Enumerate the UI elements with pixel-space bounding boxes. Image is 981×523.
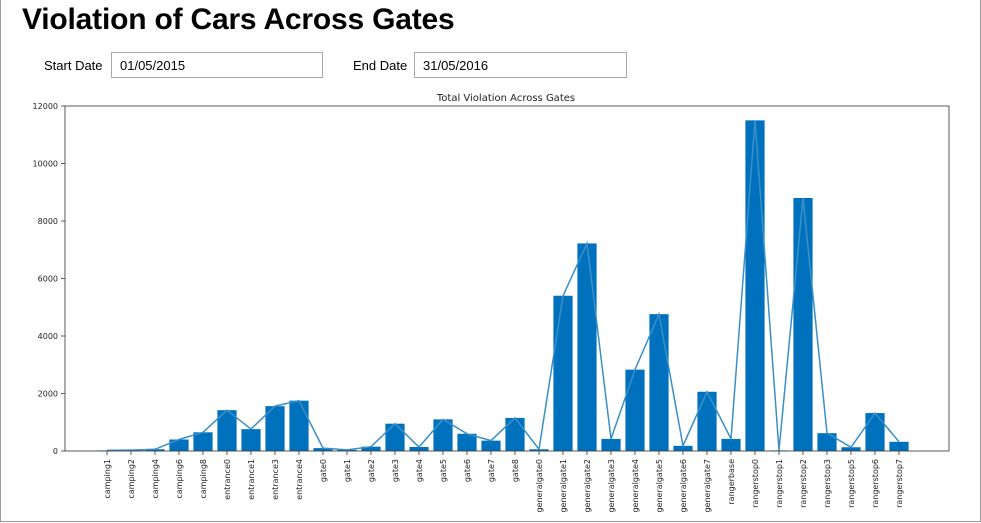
bar-camping6 (169, 439, 189, 451)
bar-generalgate5 (649, 314, 669, 451)
bar-rangerstop3 (817, 433, 837, 451)
violation-bar-chart: Total Violation Across Gates 0 2000 4000 60… (33, 93, 950, 513)
x-tick-label-entrance4: entrance4 (295, 459, 304, 500)
bar-rangerstop5 (841, 447, 861, 451)
x-tick-label-generalgate1: generalgate1 (559, 459, 568, 513)
x-tick-label-gate6: gate6 (463, 459, 472, 482)
bar-rangerstop6 (865, 413, 885, 451)
y-tick-label: 10000 (33, 160, 58, 169)
x-tick-label-generalgate3: generalgate3 (607, 459, 616, 513)
x-tick-label-rangerstop2: rangerstop2 (799, 459, 808, 508)
bar-camping8 (193, 432, 213, 451)
x-tick-label-generalgate2: generalgate2 (583, 459, 592, 513)
bar-gate8 (505, 417, 525, 451)
x-tick-label-generalgate4: generalgate4 (631, 459, 640, 513)
plot-frame (64, 105, 950, 452)
y-tick-label: 2000 (38, 390, 58, 399)
x-tick-label-camping1: camping1 (103, 459, 112, 499)
start-date-input[interactable] (111, 52, 323, 78)
bar-generalgate7 (697, 391, 717, 451)
y-tick-label: 12000 (33, 102, 58, 111)
y-axis: 0 2000 4000 6000 8000 10000 12000 (33, 102, 65, 456)
x-tick-label-gate4: gate4 (415, 459, 424, 482)
x-tick-label-entrance0: entrance0 (223, 459, 232, 500)
bar-rangerbase (721, 438, 741, 451)
x-tick-label-generalgate6: generalgate6 (679, 459, 688, 513)
chart-title: Total Violation Across Gates (436, 93, 575, 104)
bar-entrance3 (265, 406, 285, 451)
bar-rangerstop7 (889, 441, 909, 451)
x-tick-label-entrance1: entrance1 (247, 459, 256, 500)
x-tick-label-gate0: gate0 (319, 459, 328, 482)
y-tick-label: 0 (53, 447, 58, 456)
x-tick-label-gate7: gate7 (487, 459, 496, 482)
x-tick-label-camping4: camping4 (151, 459, 160, 499)
x-tick-label-camping2: camping2 (127, 459, 136, 499)
bar-generalgate1 (553, 295, 573, 451)
y-tick-label: 6000 (38, 275, 58, 284)
bar-gate0 (313, 448, 333, 451)
x-tick-label-generalgate7: generalgate7 (703, 459, 712, 513)
x-tick-label-gate3: gate3 (391, 459, 400, 482)
bars-group (97, 120, 909, 451)
trend-line (106, 120, 900, 452)
x-tick-label-gate8: gate8 (511, 459, 520, 482)
x-tick-label-camping6: camping6 (175, 459, 184, 499)
end-date-label: End Date (353, 58, 408, 73)
bar-generalgate3 (601, 438, 621, 451)
bar-entrance1 (241, 429, 261, 451)
bar-entrance4 (289, 400, 309, 451)
x-tick-label-entrance3: entrance3 (271, 459, 280, 500)
bar-entrance0 (217, 410, 237, 451)
x-tick-label-rangerstop3: rangerstop3 (823, 459, 832, 508)
bar-gate2 (361, 446, 381, 451)
x-tick-label-rangerstop5: rangerstop5 (847, 459, 856, 508)
x-tick-label-generalgate0: generalgate0 (535, 459, 544, 513)
bar-gate7 (481, 440, 501, 451)
x-tick-label-rangerstop1: rangerstop1 (775, 459, 784, 508)
x-tick-label-rangerstop6: rangerstop6 (871, 459, 880, 508)
bar-camping4 (145, 449, 165, 451)
x-tick-label-gate5: gate5 (439, 459, 448, 482)
bar-generalgate2 (577, 243, 597, 451)
y-tick-label: 8000 (38, 217, 58, 226)
bar-gate3 (385, 423, 405, 451)
bar-gate5 (433, 419, 453, 451)
x-tick-label-rangerstop7: rangerstop7 (895, 459, 904, 508)
bar-gate6 (457, 433, 477, 451)
x-tick-label-camping8: camping8 (199, 459, 208, 499)
bar-gate4 (409, 446, 429, 451)
bar-generalgate6 (673, 445, 693, 451)
x-tick-label-rangerstop0: rangerstop0 (751, 459, 760, 508)
x-axis: camping1 camping2 camping4 camping6 camping8… (103, 451, 904, 513)
x-tick-label-rangerbase: rangerbase (727, 459, 736, 505)
x-tick-label-gate2: gate2 (367, 459, 376, 482)
x-tick-label-gate1: gate1 (343, 459, 352, 482)
y-tick-label: 4000 (38, 332, 58, 341)
x-tick-label-generalgate5: generalgate5 (655, 459, 664, 513)
page-title: Violation of Cars Across Gates (22, 3, 455, 36)
bar-rangerstop2 (793, 198, 813, 451)
bar-generalgate4 (625, 369, 645, 451)
bar-rangerstop0 (745, 120, 765, 451)
start-date-label: Start Date (44, 58, 103, 73)
end-date-input[interactable] (414, 52, 627, 78)
